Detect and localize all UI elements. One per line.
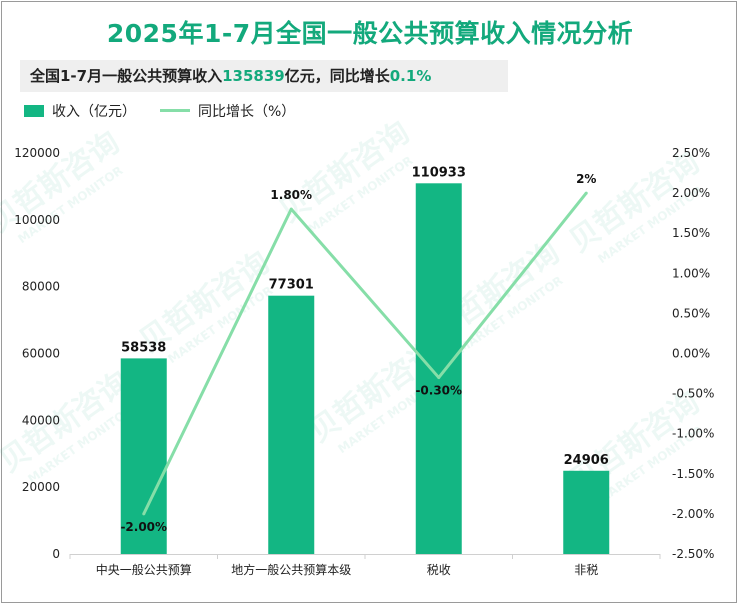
summary-amount: 135839 — [222, 67, 285, 85]
y-right-tick-label: -1.00% — [672, 427, 714, 441]
x-tick-label: 中央一般公共预算 — [96, 562, 192, 577]
y-left-tick-label: 40000 — [22, 413, 60, 427]
legend-line-swatch — [160, 109, 190, 112]
legend-bar-swatch — [24, 105, 44, 117]
summary-banner: 全国1-7月一般公共预算收入135839亿元，同比增长0.1% — [20, 60, 508, 92]
y-right-tick-label: 2.00% — [672, 186, 710, 200]
legend-item-line: 同比增长（%） — [160, 102, 295, 122]
bar — [563, 470, 610, 554]
growth-value-label: 2% — [576, 172, 596, 186]
bar — [120, 358, 167, 554]
growth-value-label: -0.30% — [415, 384, 462, 398]
legend-bar-label: 收入（亿元） — [52, 104, 136, 120]
y-right-tick-label: 2.50% — [672, 146, 710, 160]
summary-growth: 0.1% — [389, 67, 432, 85]
y-right-tick-label: -2.50% — [672, 547, 714, 561]
y-left-tick-label: 20000 — [22, 480, 60, 494]
legend-item-bar: 收入（亿元） — [24, 102, 136, 122]
x-tick-label: 地方一般公共预算本级 — [231, 562, 351, 577]
growth-point — [289, 207, 293, 211]
legend-line-label: 同比增长（%） — [198, 104, 296, 120]
growth-value-label: -2.00% — [120, 520, 167, 534]
x-tick-label: 税收 — [427, 563, 451, 577]
bars-layer — [120, 183, 610, 554]
growth-value-label: 1.80% — [270, 188, 312, 202]
growth-point — [142, 512, 146, 516]
y-right-tick-label: 1.00% — [672, 266, 710, 280]
labels-layer: 58538 77301 110933 24906 -2.00% 1.80% -0.30% 2% — [120, 165, 608, 534]
bar — [268, 295, 315, 554]
x-tick-label: 非税 — [574, 563, 598, 577]
line-layer — [142, 191, 588, 516]
y-right-tick-label: 0.50% — [672, 306, 710, 320]
bar-value-label: 58538 — [121, 340, 166, 355]
y-right-tick-label: -1.50% — [672, 467, 714, 481]
summary-middle: 亿元，同比增长 — [284, 67, 390, 85]
summary-prefix: 全国1-7月一般公共预算收入 — [30, 67, 223, 85]
y-right-tick-label: 0.00% — [672, 347, 710, 361]
bar — [415, 183, 462, 554]
bar-value-label: 77301 — [269, 278, 314, 293]
growth-line — [142, 192, 588, 515]
y-left-tick-label: 0 — [52, 547, 60, 561]
bar-value-label: 24906 — [564, 453, 609, 468]
bar-value-label: 110933 — [412, 165, 466, 180]
y-left-tick-label: 80000 — [22, 280, 60, 294]
growth-point — [437, 376, 441, 380]
y-left-tick-label: 120000 — [14, 146, 60, 160]
y-right-tick-label: -2.00% — [672, 507, 714, 521]
axes-layer: 中央一般公共预算 地方一般公共预算本级 税收 非税 0 20000 40000 60000 80… — [14, 146, 714, 577]
y-right-tick-label: -0.50% — [672, 387, 714, 401]
chart-title: 2025年1-7月全国一般公共预算收入情况分析 — [106, 19, 634, 48]
y-right-tick-label: 1.50% — [672, 226, 710, 240]
y-left-tick-label: 60000 — [22, 347, 60, 361]
y-left-tick-label: 100000 — [14, 213, 60, 227]
growth-point — [584, 191, 588, 195]
